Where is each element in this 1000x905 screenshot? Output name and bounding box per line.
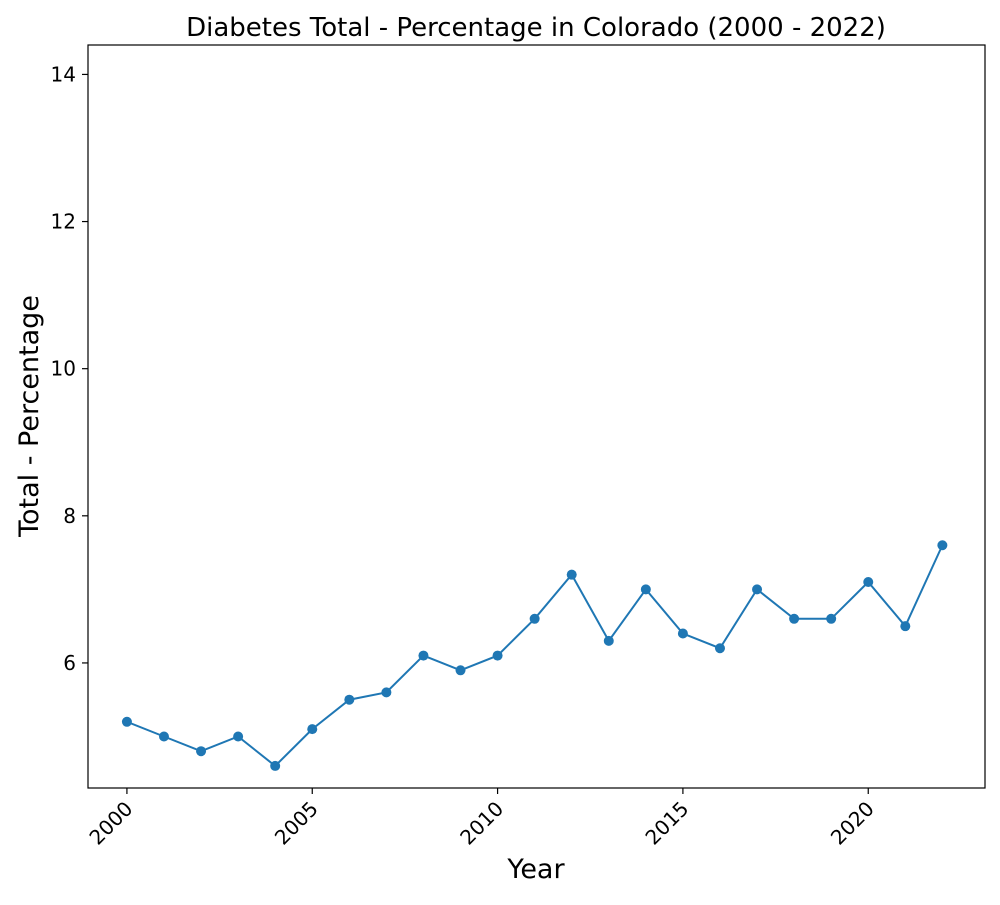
x-tick-label: 2015 <box>640 797 693 850</box>
y-axis-ticks: 6 8 10 12 14 <box>51 62 88 675</box>
data-point <box>566 569 577 580</box>
x-tick-label: 2010 <box>455 797 508 850</box>
data-point <box>381 687 392 698</box>
data-point <box>937 540 948 551</box>
data-point <box>529 613 540 624</box>
x-tick-label: 2000 <box>84 797 137 850</box>
y-tick-label: 6 <box>63 651 76 675</box>
data-point <box>270 760 281 771</box>
data-point <box>233 731 244 742</box>
y-tick-label: 14 <box>51 62 76 86</box>
data-point <box>492 650 503 661</box>
y-tick-label: 10 <box>51 357 76 381</box>
data-point <box>344 694 355 705</box>
data-point <box>677 628 688 639</box>
y-tick-label: 12 <box>51 210 76 234</box>
x-axis-ticks: 2000 2005 2010 2015 2020 <box>84 788 879 850</box>
data-point <box>121 716 132 727</box>
data-point <box>196 746 207 757</box>
data-point <box>752 584 763 595</box>
x-tick-label: 2005 <box>270 797 323 850</box>
y-tick-label: 8 <box>63 504 76 528</box>
data-point <box>900 621 911 632</box>
plot-frame <box>87 44 986 789</box>
data-point <box>863 577 874 588</box>
series-line <box>126 544 944 768</box>
x-tick-label: 2020 <box>826 797 879 850</box>
data-point <box>714 643 725 654</box>
plot-area <box>87 44 986 789</box>
data-point <box>307 724 318 735</box>
data-point <box>640 584 651 595</box>
y-axis-label: Total - Percentage <box>14 295 45 538</box>
chart-title: Diabetes Total - Percentage in Colorado … <box>186 13 886 43</box>
data-point <box>603 635 614 646</box>
data-point <box>789 613 800 624</box>
data-point <box>455 665 466 676</box>
x-axis-label: Year <box>506 854 565 885</box>
data-point <box>826 613 837 624</box>
data-point <box>418 650 429 661</box>
data-point <box>158 731 169 742</box>
